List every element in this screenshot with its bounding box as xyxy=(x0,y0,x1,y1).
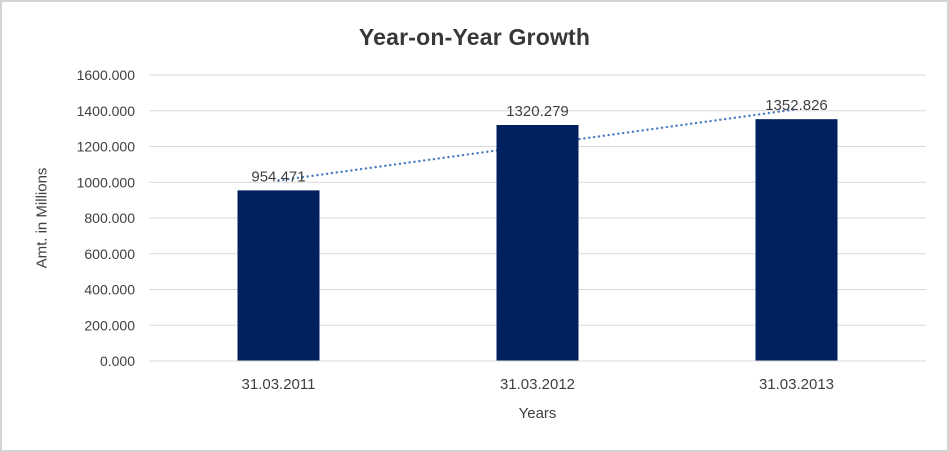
trendline xyxy=(277,108,798,182)
y-tick-label: 400.000 xyxy=(84,282,135,298)
y-tick-label: 600.000 xyxy=(84,246,135,262)
x-axis-title: Years xyxy=(518,405,557,422)
category-label: 31.03.2013 xyxy=(759,376,834,393)
y-tick-label: 800.000 xyxy=(84,210,135,226)
data-label: 1320.279 xyxy=(506,103,569,120)
bar xyxy=(237,190,320,361)
y-tick-label: 0.000 xyxy=(100,353,135,369)
y-tick-label: 1200.000 xyxy=(77,139,136,155)
y-tick-label: 1600.000 xyxy=(77,67,136,83)
data-label: 1352.826 xyxy=(765,97,828,114)
y-tick-label: 1400.000 xyxy=(77,103,136,119)
y-tick-label: 200.000 xyxy=(84,317,135,333)
category-label: 31.03.2011 xyxy=(242,376,316,393)
category-label: 31.03.2012 xyxy=(500,376,575,393)
data-label: 954.471 xyxy=(251,168,305,185)
chart-title: Year-on-Year Growth xyxy=(358,24,591,50)
y-tick-label: 1000.000 xyxy=(77,174,136,190)
bar xyxy=(755,119,838,362)
bar xyxy=(496,125,579,362)
